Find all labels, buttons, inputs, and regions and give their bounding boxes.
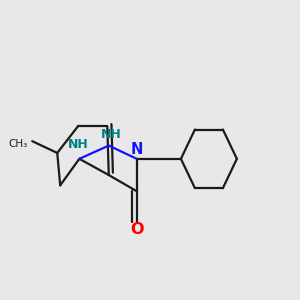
- Text: CH₃: CH₃: [9, 139, 28, 149]
- Text: NH: NH: [101, 128, 122, 141]
- Text: O: O: [130, 222, 143, 237]
- Text: NH: NH: [68, 138, 88, 151]
- Text: N: N: [130, 142, 143, 158]
